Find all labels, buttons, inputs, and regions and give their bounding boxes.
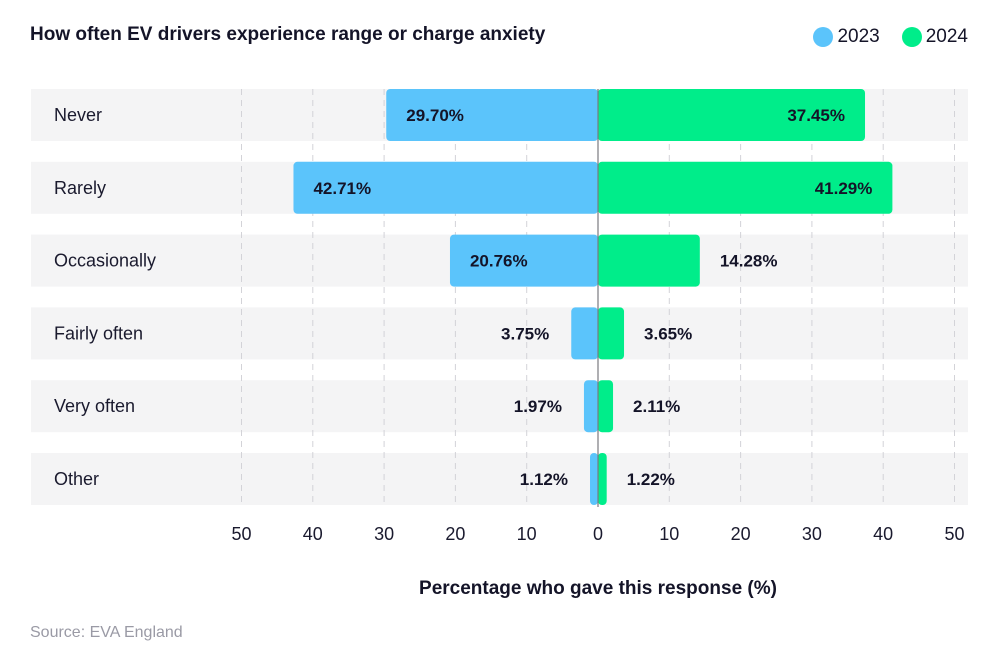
value-label-2023-occasionally: 20.76%: [470, 252, 528, 271]
legend-item-2023: 2023: [813, 26, 880, 48]
legend-item-2024: 2024: [901, 26, 968, 48]
x-tick-label-7: 20: [731, 524, 751, 544]
bar-2024-rarely: [598, 161, 893, 214]
bar-2023-occasionally: [449, 234, 598, 287]
value-label-2023-never: 29.70%: [406, 106, 464, 125]
source-note: Source: EVA England: [30, 624, 183, 641]
value-label-2024-never: 37.45%: [787, 106, 845, 125]
row-background-very-often: [31, 380, 968, 433]
x-tick-label-3: 20: [445, 524, 465, 544]
value-label-2024-very-often: 2.11%: [633, 397, 680, 416]
bar-2024-fairly-often: [598, 307, 625, 360]
bar-2024-occasionally: [598, 234, 700, 287]
value-label-2023-very-often: 1.97%: [514, 397, 562, 416]
x-tick-label-5: 0: [593, 524, 603, 544]
x-axis-label: Percentage who gave this response (%): [419, 578, 777, 599]
legend-swatch-2023: [813, 27, 834, 47]
category-label-fairly-often: Fairly often: [54, 323, 143, 343]
x-tick-label-1: 40: [303, 524, 323, 544]
x-tick-label-0: 50: [231, 524, 251, 544]
x-tick-label-2: 30: [374, 524, 394, 544]
x-tick-label-8: 30: [802, 524, 822, 544]
legend-label-2023: 2023: [837, 26, 880, 47]
row-background-other: [31, 453, 968, 505]
legend: 2023 2024: [813, 26, 968, 48]
bar-2024-never: [598, 89, 866, 141]
value-label-2024-other: 1.22%: [627, 470, 675, 489]
value-label-2023-other: 1.12%: [520, 470, 568, 489]
legend-swatch-2024: [901, 27, 922, 47]
bar-2023-rarely: [293, 161, 598, 214]
bar-2024-other: [598, 453, 607, 505]
category-label-never: Never: [54, 105, 102, 125]
legend-label-2024: 2024: [925, 26, 968, 47]
value-label-2024-occasionally: 14.28%: [720, 252, 778, 271]
bar-2023-very-often: [583, 380, 598, 433]
x-tick-label-4: 10: [517, 524, 537, 544]
bar-2023-fairly-often: [571, 307, 598, 360]
chart-title: How often EV drivers experience range or…: [30, 24, 546, 45]
bar-2023-other: [590, 453, 598, 505]
value-label-2023-fairly-often: 3.75%: [501, 324, 549, 343]
category-label-occasionally: Occasionally: [54, 251, 156, 271]
category-label-rarely: Rarely: [54, 178, 106, 198]
row-background-fairly-often: [31, 307, 968, 360]
x-tick-label-6: 10: [659, 524, 679, 544]
value-label-2024-fairly-often: 3.65%: [644, 324, 692, 343]
bar-2024-very-often: [598, 380, 614, 433]
value-label-2024-rarely: 41.29%: [815, 179, 873, 198]
value-label-2023-rarely: 42.71%: [313, 179, 371, 198]
category-label-other: Other: [54, 469, 99, 489]
x-tick-label-10: 50: [944, 524, 964, 544]
category-label-very-often: Very often: [54, 396, 135, 416]
x-tick-label-9: 40: [873, 524, 893, 544]
bar-2023-never: [386, 89, 598, 141]
